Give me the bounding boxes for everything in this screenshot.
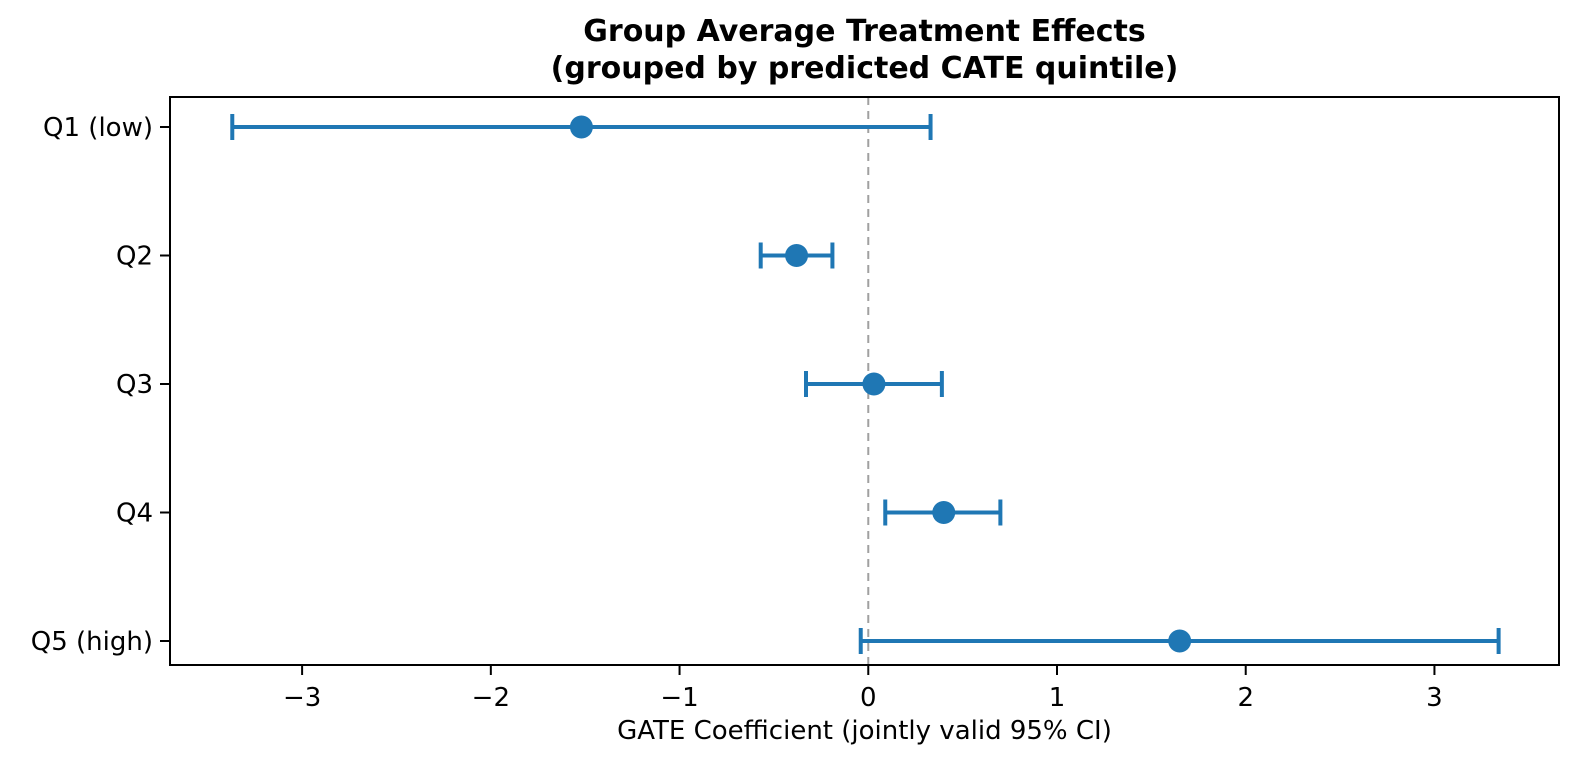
y-tick-label-4: Q5 (high): [31, 627, 153, 657]
point-estimate-row-0: [569, 115, 593, 139]
chart-title-line-2: (grouped by predicted CATE quintile): [550, 51, 1179, 86]
x-tick-label-3: 0: [860, 683, 877, 713]
chart-title-line-1: Group Average Treatment Effects: [583, 14, 1146, 49]
point-estimate-row-3: [932, 501, 956, 524]
x-tick-label-4: 1: [1049, 683, 1066, 713]
y-tick-label-1: Q2: [116, 242, 153, 272]
x-tick-label-2: −1: [660, 683, 698, 713]
y-tick-label-3: Q4: [116, 499, 153, 529]
point-estimate-row-4: [1168, 629, 1192, 653]
x-tick-label-6: 3: [1426, 683, 1443, 713]
point-estimate-row-2: [862, 372, 886, 396]
x-axis-label: GATE Coefficient (jointly valid 95% CI): [617, 716, 1112, 746]
chart-title: Group Average Treatment Effects (grouped…: [170, 13, 1559, 87]
point-estimate-row-1: [785, 244, 809, 267]
x-tick-label-0: −3: [283, 683, 321, 713]
y-tick-label-2: Q3: [116, 370, 153, 400]
plot-frame: [169, 96, 1560, 666]
y-tick-label-0: Q1 (low): [43, 113, 153, 143]
x-tick-label-5: 2: [1237, 683, 1254, 713]
x-tick-label-1: −2: [472, 683, 510, 713]
